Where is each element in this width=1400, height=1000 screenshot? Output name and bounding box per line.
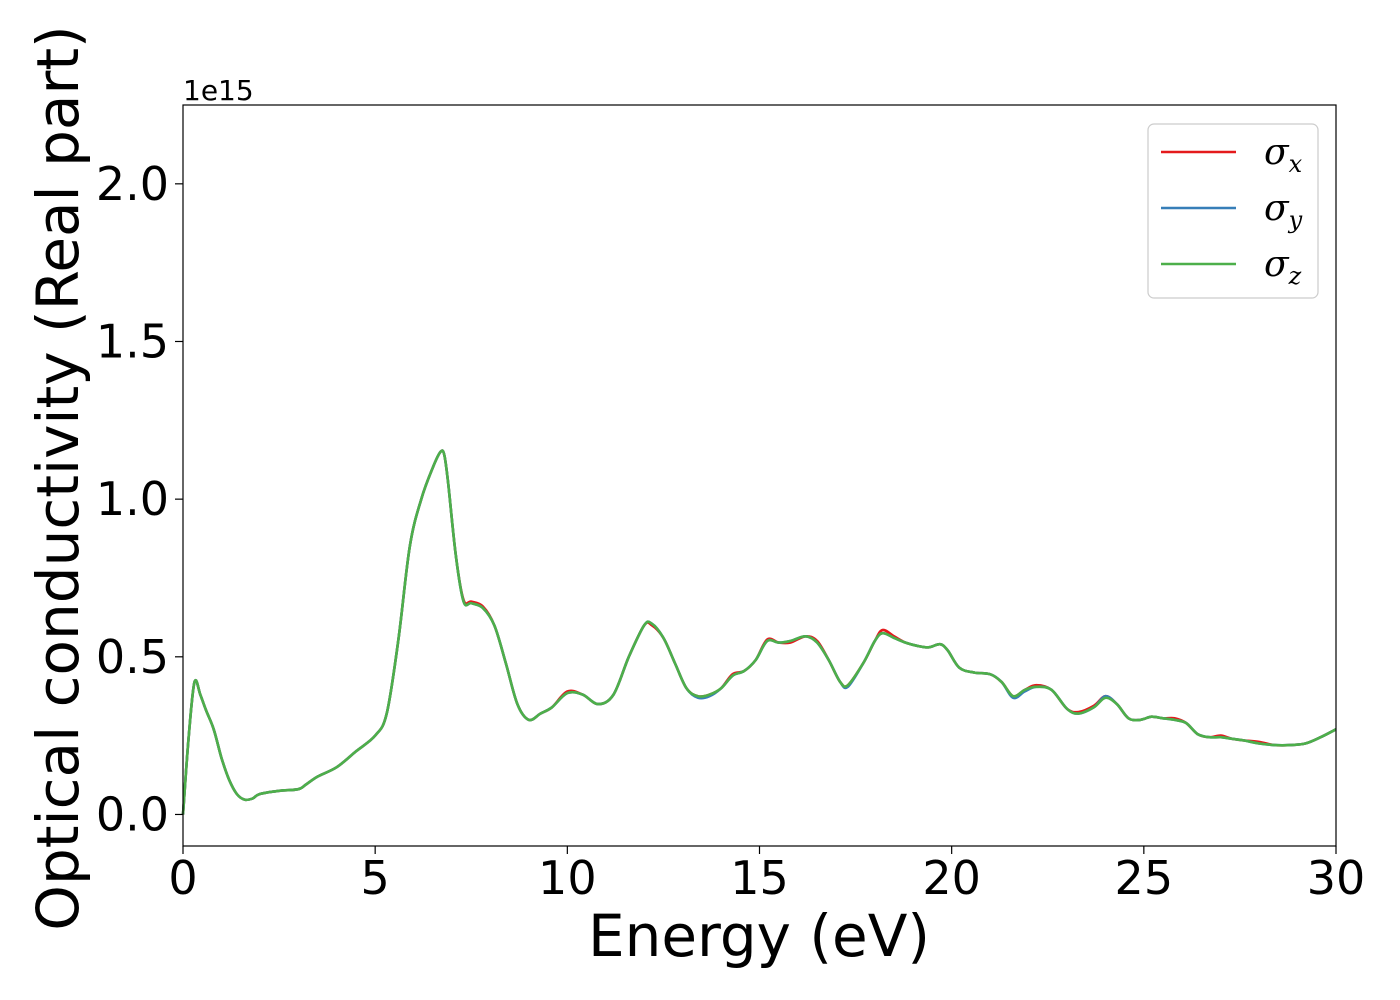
x-tick-label: 15: [730, 851, 789, 905]
y-tick-label: 1.0: [96, 472, 169, 526]
x-axis-label: Energy (eV): [588, 902, 930, 970]
x-tick-label: 30: [1307, 851, 1366, 905]
y-axis-ticks: 0.0 0.5 1.0 1.5 2.0: [96, 157, 183, 841]
series-line-2: [181, 449, 1337, 815]
y-axis-offset-label: 1e15: [183, 74, 254, 107]
y-tick-label: 0.5: [96, 630, 169, 684]
x-axis-ticks: 0 5 10 15 20 25 30: [168, 846, 1365, 905]
y-tick-label: 0.0: [96, 787, 169, 841]
series-line-3: [181, 449, 1337, 815]
legend-box: [1147, 123, 1319, 299]
y-tick-label: 2.0: [96, 157, 169, 211]
x-tick-label: 25: [1115, 851, 1174, 905]
x-tick-label: 20: [922, 851, 981, 905]
y-axis-label: Optical conductivity (Real part): [24, 25, 92, 930]
x-tick-label: 0: [168, 851, 197, 905]
series-lines: [181, 449, 1337, 815]
x-tick-label: 5: [361, 851, 390, 905]
y-tick-label: 1.5: [96, 314, 169, 368]
x-tick-label: 10: [538, 851, 597, 905]
series-line-1: [181, 449, 1337, 815]
